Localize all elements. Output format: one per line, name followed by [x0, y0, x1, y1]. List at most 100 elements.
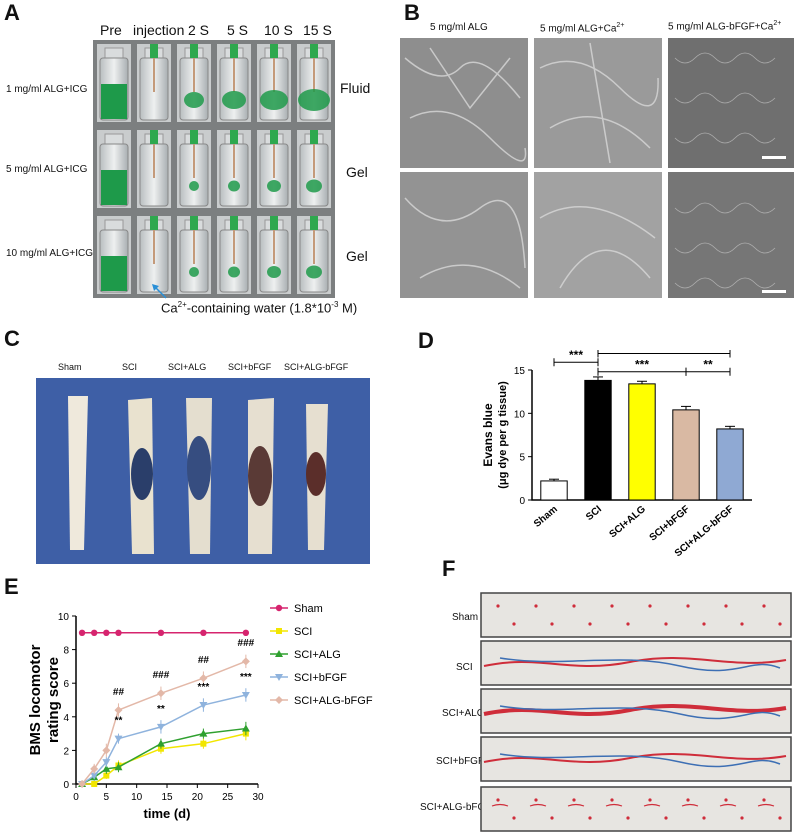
drag-trace	[499, 657, 781, 672]
dye-blob	[298, 89, 330, 111]
footprint-dot	[572, 604, 576, 608]
spinal-label-sham: Sham	[58, 362, 82, 372]
y-axis-label-2: rating score	[45, 657, 62, 743]
header-10s: 10 S	[264, 22, 293, 38]
bar	[628, 383, 656, 501]
dye-blob	[189, 267, 199, 277]
panel-c: Sham SCI SCI+ALG SCI+bFGF SCI+ALG-bFGF	[30, 356, 370, 566]
category-label: SCI+ALG	[607, 504, 648, 541]
spinal-label-sci-alg-bfgf: SCI+ALG-bFGF	[284, 362, 349, 372]
row-label-1: 1 mg/ml ALG+ICG	[6, 84, 88, 95]
legend-label: SCI+ALG	[294, 649, 341, 661]
vial-liquid	[101, 256, 127, 291]
footprint-dot	[534, 604, 538, 608]
panel-d-chart: 0 5 10 15 Evans blue (μg dye per g tissue) Sha…	[481, 350, 752, 559]
data-point	[199, 729, 208, 737]
syringe-cap	[190, 44, 198, 58]
header-15s: 15 S	[303, 22, 332, 38]
x-tick-label: 0	[73, 792, 79, 803]
footprint-label-sham: Sham	[452, 612, 479, 623]
significance-label: ***	[198, 682, 210, 693]
dye-blob	[184, 92, 204, 108]
panel-label-a: A	[4, 0, 20, 25]
footprint-dot	[550, 622, 554, 626]
y-tick-label: 10	[514, 409, 526, 420]
syringe-cap	[190, 216, 198, 230]
syringe-cap	[270, 130, 278, 144]
footprint-dot	[626, 816, 630, 820]
significance-label: ###	[153, 670, 170, 681]
data-point	[102, 764, 111, 772]
syringe-cap	[310, 130, 318, 144]
footprint-mark	[491, 803, 509, 807]
footprint-dot	[702, 622, 706, 626]
row-state-1: Fluid	[340, 80, 371, 96]
bar	[716, 428, 744, 501]
row-label-2: 5 mg/ml ALG+ICG	[6, 164, 88, 175]
ca-water-caption: Ca2+-containing water (1.8*10-3 M)	[161, 300, 358, 316]
panel-label-c: C	[4, 326, 20, 351]
footprint-dot	[648, 604, 652, 608]
panel-label-d: D	[418, 328, 434, 353]
significance-label: ***	[657, 350, 671, 354]
footprint-dot	[664, 622, 668, 626]
header-pre: Pre	[100, 22, 122, 38]
header-injection: injection	[133, 22, 185, 38]
data-point	[114, 763, 123, 771]
bar	[540, 480, 568, 501]
sem-col3-label: 5 mg/ml ALG-bFGF+Ca2+	[668, 20, 782, 33]
footprint-dot	[762, 604, 766, 608]
data-point	[156, 739, 165, 747]
data-point	[241, 724, 250, 732]
syringe-cap	[270, 44, 278, 58]
data-point	[275, 696, 283, 704]
y-tick-label: 4	[63, 713, 69, 724]
data-point	[199, 674, 208, 683]
footprint-dot	[512, 816, 516, 820]
footprint-dot	[610, 604, 614, 608]
footprint-dot	[724, 798, 728, 802]
vial-liquid	[101, 170, 127, 205]
dye-blob	[228, 266, 240, 278]
significance-label: ***	[569, 350, 583, 362]
footprint-dot	[686, 798, 690, 802]
data-point	[200, 740, 207, 747]
footprint-mark	[643, 803, 661, 807]
footprint-mark	[529, 803, 547, 807]
footprint-dot	[778, 816, 782, 820]
vial-liquid	[101, 84, 127, 119]
x-tick-label: 5	[104, 792, 110, 803]
y-tick-label: 2	[63, 746, 69, 757]
legend-label: SCI	[294, 626, 312, 638]
footprint-dot	[588, 816, 592, 820]
drag-trace	[499, 753, 781, 768]
data-point	[241, 691, 250, 699]
footprint-dot	[740, 816, 744, 820]
data-point	[91, 629, 98, 636]
data-point	[242, 629, 250, 636]
y-tick-label: 0	[63, 780, 69, 791]
footprint-dot	[626, 622, 630, 626]
vial-neck	[104, 47, 124, 59]
footprint-mark	[605, 803, 623, 807]
drag-trace	[483, 704, 787, 716]
data-point	[276, 628, 282, 634]
x-tick-label: 15	[161, 792, 173, 803]
row-state-2: Gel	[346, 164, 368, 180]
x-tick-label: 25	[222, 792, 234, 803]
arrow-icon	[152, 284, 167, 299]
data-point	[102, 746, 111, 755]
significance-label: ***	[635, 358, 649, 372]
scale-bar-top	[762, 156, 786, 159]
footprint-dot	[610, 798, 614, 802]
data-point	[103, 772, 110, 779]
dye-blob	[267, 180, 281, 192]
data-point	[90, 764, 99, 773]
drag-trace	[483, 753, 787, 763]
legend-label: Sham	[294, 603, 323, 615]
footprint-dot	[496, 604, 500, 608]
panel-label-f: F	[442, 556, 456, 581]
dye-blob	[267, 266, 281, 278]
y-axis-label-unit: (μg dye per g tissue)	[497, 381, 509, 489]
footprint-dot	[778, 622, 782, 626]
